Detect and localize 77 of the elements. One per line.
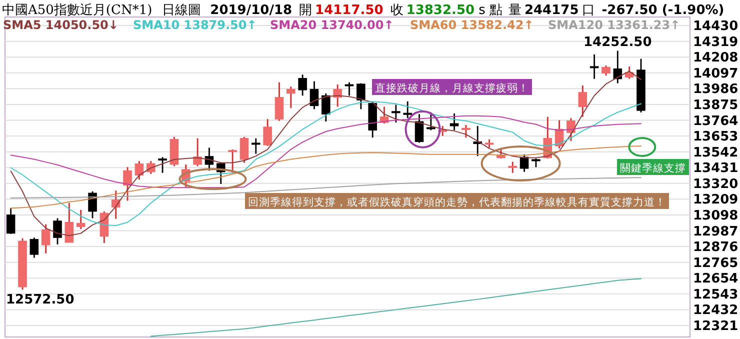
y-tick-label: 14430 xyxy=(693,19,738,34)
line-series xyxy=(150,278,642,337)
candlestick xyxy=(566,117,576,142)
text: SMA120 13361.23↑ xyxy=(548,18,680,32)
annotation: 回測季線得到支撐，或者假跌破真穿頭的走勢，代表翻揚的季線較具有實質支撐力道！ xyxy=(248,196,666,208)
annotation: 關鍵季線支撐 xyxy=(620,162,686,174)
annotation: 244175 xyxy=(524,3,579,18)
line-series xyxy=(10,115,642,188)
candlestick xyxy=(41,224,50,254)
chart-title: 中國A50指數近月(CN*1) xyxy=(2,3,152,18)
candlestick xyxy=(111,190,120,220)
annotation: 13832.50 xyxy=(406,3,475,18)
annotation: 量 xyxy=(508,3,522,18)
candlestick xyxy=(310,80,319,110)
candlestick xyxy=(123,166,132,202)
candlestick xyxy=(6,207,16,235)
candlestick xyxy=(508,161,518,174)
y-tick-label: 13098 xyxy=(693,208,738,224)
annotation: 直接跌破月線，月線支撐疲弱！ xyxy=(375,82,529,94)
y-tick-label: 13986 xyxy=(693,82,738,98)
candlestick xyxy=(356,82,366,110)
candlestick xyxy=(64,202,74,244)
annotation: 口 xyxy=(582,3,595,18)
candlestick xyxy=(252,138,260,155)
y-tick-label: 12432 xyxy=(693,303,738,318)
annotation: 2019/10/18 xyxy=(210,3,292,18)
candlestick xyxy=(392,104,400,124)
y-tick-label: 14319 xyxy=(693,34,738,50)
text: SMA20 13740.00↑ xyxy=(270,18,394,32)
y-tick-label: 14097 xyxy=(693,66,738,82)
annotation: 14117.50 xyxy=(315,3,384,18)
candlestick xyxy=(286,86,296,109)
y-tick-label: 13320 xyxy=(693,176,738,192)
annotation: 收 xyxy=(390,3,404,18)
annotation: 12572.50 xyxy=(6,292,74,308)
candlestick xyxy=(298,74,307,96)
annotation: s 點 xyxy=(478,3,502,18)
y-tick-label: 12654 xyxy=(693,272,738,287)
annotation: 14252.50 xyxy=(584,34,652,50)
y-tick-label: 13542 xyxy=(693,145,738,160)
y-tick-label: 13209 xyxy=(693,192,738,208)
candlestick xyxy=(403,100,412,119)
candlestick xyxy=(30,236,39,258)
y-tick-label: 13875 xyxy=(693,98,738,113)
candlestick xyxy=(228,148,237,174)
candlestick xyxy=(590,54,599,80)
candlestick xyxy=(263,118,272,147)
candlestick xyxy=(76,209,86,230)
text: SMA5 14050.50↓ xyxy=(3,18,118,32)
y-tick-label: 13431 xyxy=(693,161,738,176)
y-tick-label: 12543 xyxy=(693,287,738,302)
candlestick xyxy=(578,84,588,118)
candlestick xyxy=(274,82,284,122)
candlestick xyxy=(158,156,167,174)
candlestick xyxy=(53,218,62,246)
chart-subtitle: 日線圖 xyxy=(162,3,202,18)
candlestick xyxy=(602,64,610,76)
candlestick xyxy=(344,82,354,96)
annotation: -267.50 (-1.90%) xyxy=(602,3,724,18)
y-tick-label: 13653 xyxy=(693,130,738,145)
y-tick-label: 12765 xyxy=(693,256,738,271)
candlestick xyxy=(322,92,330,122)
candlestick xyxy=(426,112,436,131)
candlestick xyxy=(613,50,622,84)
y-tick-label: 12876 xyxy=(693,240,738,256)
y-tick-label: 13764 xyxy=(693,114,738,129)
text: SMA10 13879.50↑ xyxy=(133,18,257,32)
candlestick xyxy=(450,112,459,131)
text: SMA60 13582.42↑ xyxy=(410,18,534,32)
candlestick xyxy=(134,160,144,180)
y-tick-label: 12321 xyxy=(693,318,738,334)
y-tick-label: 14208 xyxy=(693,50,738,66)
candlestick xyxy=(240,136,249,164)
y-tick-label: 12987 xyxy=(693,224,738,240)
candlestick xyxy=(414,113,424,144)
candlestick xyxy=(462,124,470,138)
annotation: 開 xyxy=(299,3,312,18)
